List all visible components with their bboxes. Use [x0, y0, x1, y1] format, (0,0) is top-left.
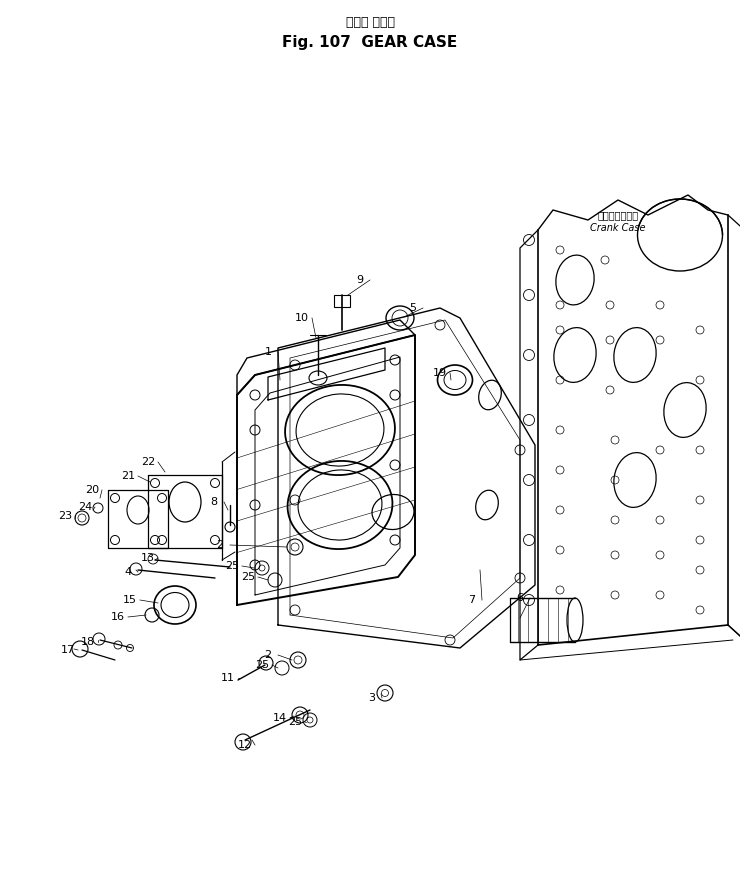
Text: Fig. 107  GEAR CASE: Fig. 107 GEAR CASE — [283, 35, 457, 50]
Text: Crank Case: Crank Case — [591, 223, 646, 233]
Text: 17: 17 — [61, 645, 75, 655]
Text: 10: 10 — [295, 313, 309, 323]
Text: 1: 1 — [264, 347, 272, 357]
Text: 25: 25 — [225, 561, 239, 571]
Bar — [334, 295, 350, 307]
Text: 2: 2 — [264, 650, 272, 660]
Text: 23: 23 — [58, 511, 72, 521]
Text: 24: 24 — [78, 502, 92, 512]
Text: 7: 7 — [468, 595, 476, 605]
Text: クランクケース: クランクケース — [597, 210, 639, 220]
Text: 18: 18 — [81, 637, 95, 647]
Text: 6: 6 — [517, 593, 523, 603]
Text: 15: 15 — [123, 595, 137, 605]
Text: 25: 25 — [288, 717, 302, 727]
Text: ギヤー ケース: ギヤー ケース — [346, 16, 394, 29]
Text: 20: 20 — [85, 485, 99, 495]
Text: 13: 13 — [141, 553, 155, 563]
Text: 16: 16 — [111, 612, 125, 622]
Text: 19: 19 — [433, 368, 447, 378]
Text: 14: 14 — [273, 713, 287, 723]
Text: 21: 21 — [121, 471, 135, 481]
Text: 2: 2 — [216, 540, 223, 550]
Text: 12: 12 — [238, 740, 252, 750]
Text: 11: 11 — [221, 673, 235, 683]
Text: 9: 9 — [357, 275, 363, 285]
Text: 5: 5 — [409, 303, 417, 313]
Text: 4: 4 — [124, 567, 132, 577]
Text: 22: 22 — [141, 457, 155, 467]
Text: 25: 25 — [255, 660, 269, 670]
Text: 3: 3 — [369, 693, 375, 703]
Text: 8: 8 — [210, 497, 218, 507]
Text: 25: 25 — [241, 572, 255, 582]
